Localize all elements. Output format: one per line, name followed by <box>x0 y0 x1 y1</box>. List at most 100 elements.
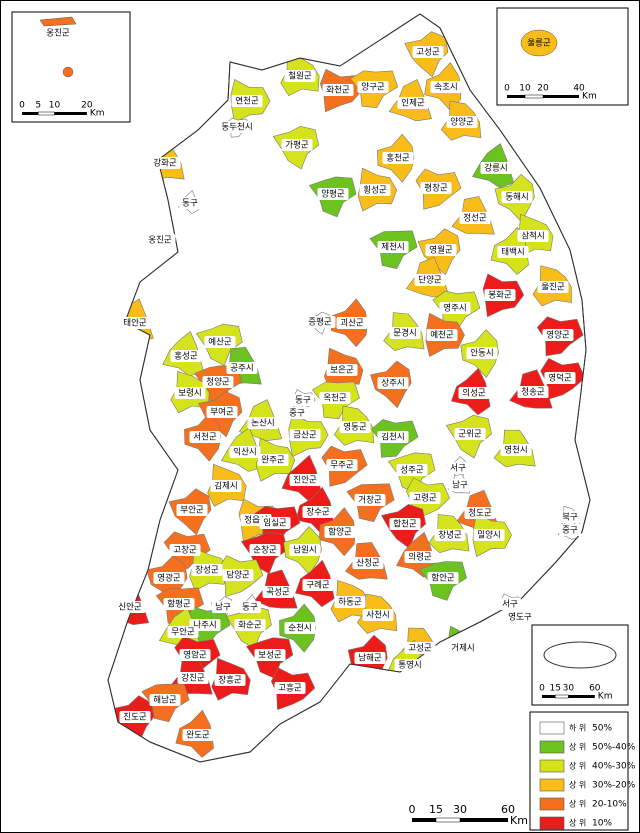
region-label-box <box>284 70 316 82</box>
region-label: 가평군 <box>285 140 309 151</box>
region-label: 산청군 <box>356 558 380 569</box>
region-label: 북구 <box>562 513 578 523</box>
region-label: 서천군 <box>193 432 217 443</box>
region-label: 부안군 <box>180 505 204 516</box>
region-label: 서구 <box>450 464 466 474</box>
scale-tick-label: 10 <box>519 84 531 94</box>
region-label-box <box>497 246 529 258</box>
region-label: 의령군 <box>408 552 432 563</box>
region-label: 고흥군 <box>278 683 302 694</box>
region-label: 완도군 <box>186 731 210 741</box>
region-label: 남구 <box>215 603 231 613</box>
region-label: 진도군 <box>123 712 147 723</box>
region-label-box <box>247 417 279 429</box>
region-label-box <box>182 729 214 741</box>
region-label: 예산군 <box>208 337 232 348</box>
region-label-box <box>447 462 469 474</box>
legend-swatch <box>539 816 565 830</box>
legend-swatch <box>539 797 565 811</box>
region-label-box <box>336 317 368 329</box>
region-label: 상주시 <box>381 378 404 389</box>
region-label-box <box>339 421 371 433</box>
region-label: 김제시 <box>214 481 237 492</box>
region-label-box <box>302 579 334 591</box>
legend-range: 30%-20% <box>592 781 636 791</box>
region-label-box <box>177 672 209 684</box>
region-label: 평창군 <box>424 183 448 194</box>
region-label: 장흥군 <box>218 675 242 686</box>
region-label-box <box>222 569 254 581</box>
region-label-box <box>362 609 394 621</box>
region-label-box <box>459 212 491 224</box>
region-label-box <box>206 406 238 418</box>
region-label: 화순군 <box>238 621 262 631</box>
region-label: 김천시 <box>381 432 404 443</box>
scale-tick-label: 20 <box>537 84 549 94</box>
region-label-box <box>317 188 349 200</box>
region-label: 고창군 <box>173 546 197 556</box>
region-label-box <box>262 586 294 598</box>
region-label: 임실군 <box>263 518 287 529</box>
region-label: 나주시 <box>193 621 216 631</box>
scale-bar-seg <box>554 694 569 699</box>
region-label-box <box>404 642 436 654</box>
region-label: 해남군 <box>153 696 177 706</box>
region-label: 철원군 <box>288 71 312 82</box>
region-label: 태안군 <box>123 318 147 329</box>
scale-tick-label: 40 <box>573 84 585 94</box>
region-label-box <box>217 121 257 133</box>
scale-bar-seg <box>524 94 544 99</box>
region-label-box <box>204 336 236 348</box>
region-label: 증평군 <box>308 317 332 328</box>
region-label: 옹진군 <box>148 235 172 246</box>
legend-range: 40%-30% <box>592 762 636 772</box>
scale-tick-label: 30 <box>453 803 467 816</box>
region-label-box <box>334 596 366 608</box>
region-label: 영천시 <box>504 445 527 456</box>
region-label-box <box>354 652 386 664</box>
region-label: 양평군 <box>321 189 345 200</box>
region-label-box <box>319 392 351 404</box>
scale-tick-label: 60 <box>501 803 515 816</box>
region-label-box <box>458 387 490 399</box>
region-label: 거제시 <box>451 644 474 654</box>
region-label-box <box>382 152 414 164</box>
region-label: 하동군 <box>338 597 362 608</box>
scale-tick-label: 0 <box>409 803 416 816</box>
region-label-box <box>189 431 221 443</box>
region-label: 옥천군 <box>323 393 347 404</box>
region-label-box <box>559 524 581 536</box>
inset-title: 울릉군 <box>527 39 551 49</box>
region-label: 순창군 <box>253 546 277 556</box>
region-label-box <box>389 327 421 339</box>
scale-tick-label: 60 <box>589 684 601 694</box>
region-label: 서구 <box>502 600 518 610</box>
region-label-box <box>397 97 429 109</box>
region-label: 통영시 <box>398 660 421 671</box>
region-label-box <box>179 197 201 209</box>
scale-unit: Km <box>510 814 528 827</box>
region-label: 영암군 <box>183 650 207 661</box>
region-label-box <box>544 372 576 384</box>
region-label-box <box>542 329 574 341</box>
region-label-box <box>226 362 258 374</box>
region-label: 중구 <box>562 526 578 536</box>
region-label: 울진군 <box>541 282 565 293</box>
inset-island <box>39 16 77 27</box>
region-label: 괴산군 <box>340 318 364 329</box>
region-label-box <box>420 182 452 194</box>
region-label: 동해시 <box>505 193 528 203</box>
region-label-box <box>446 116 478 128</box>
region-label-box <box>212 601 234 613</box>
legend-range: 10% <box>592 819 612 829</box>
legend-swatch <box>539 721 565 735</box>
region-label-box <box>484 289 516 301</box>
region-label: 구례군 <box>306 580 330 591</box>
region-label: 영주시 <box>443 303 466 314</box>
region-label: 순천시 <box>288 623 311 634</box>
region-label: 정선군 <box>463 213 487 224</box>
scale-unit: Km <box>90 109 105 119</box>
region-label-box <box>389 518 421 530</box>
region-label-box <box>473 529 505 541</box>
